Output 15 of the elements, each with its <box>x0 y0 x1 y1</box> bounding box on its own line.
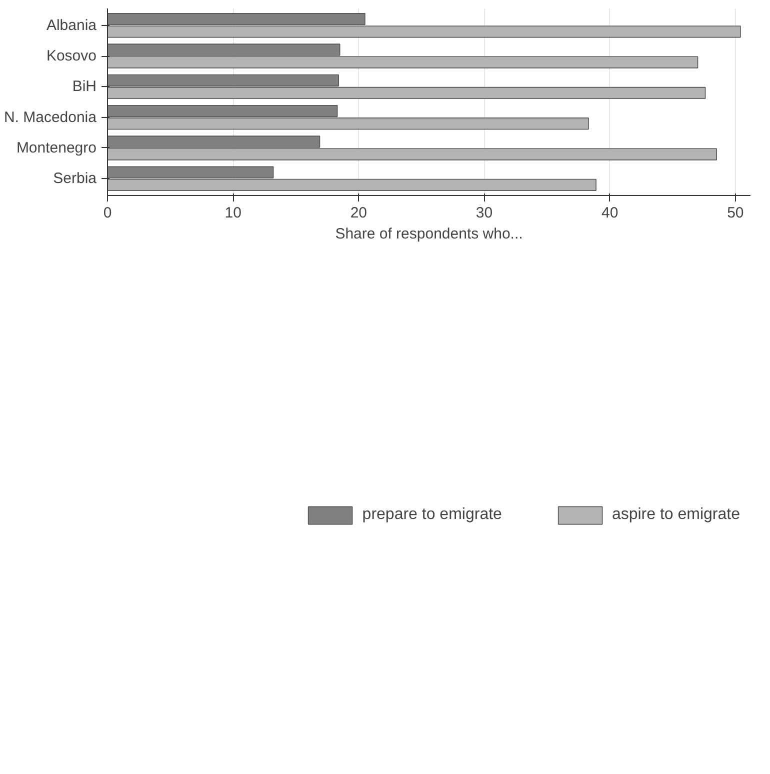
y-tick-label: Kosovo <box>46 48 97 65</box>
y-tick-label: Albania <box>46 16 98 34</box>
x-tick-label: 30 <box>476 204 493 222</box>
y-tick-label: N. Macedonia <box>4 108 98 126</box>
legend-label: aspire to emigrate <box>612 506 740 524</box>
y-tick-label: Montenegro <box>16 139 97 156</box>
x-tick-label: 10 <box>224 204 242 222</box>
y-tick-label: Serbia <box>53 170 98 188</box>
legend-label: prepare to emigrate <box>362 506 502 524</box>
x-tick-label: 20 <box>350 204 368 222</box>
x-tick-label: 0 <box>103 204 112 222</box>
x-tick-label: 50 <box>727 204 744 222</box>
y-tick-label: BiH <box>72 78 96 96</box>
x-axis-title: Share of respondents who... <box>335 226 523 242</box>
x-tick-label: 40 <box>602 204 618 222</box>
